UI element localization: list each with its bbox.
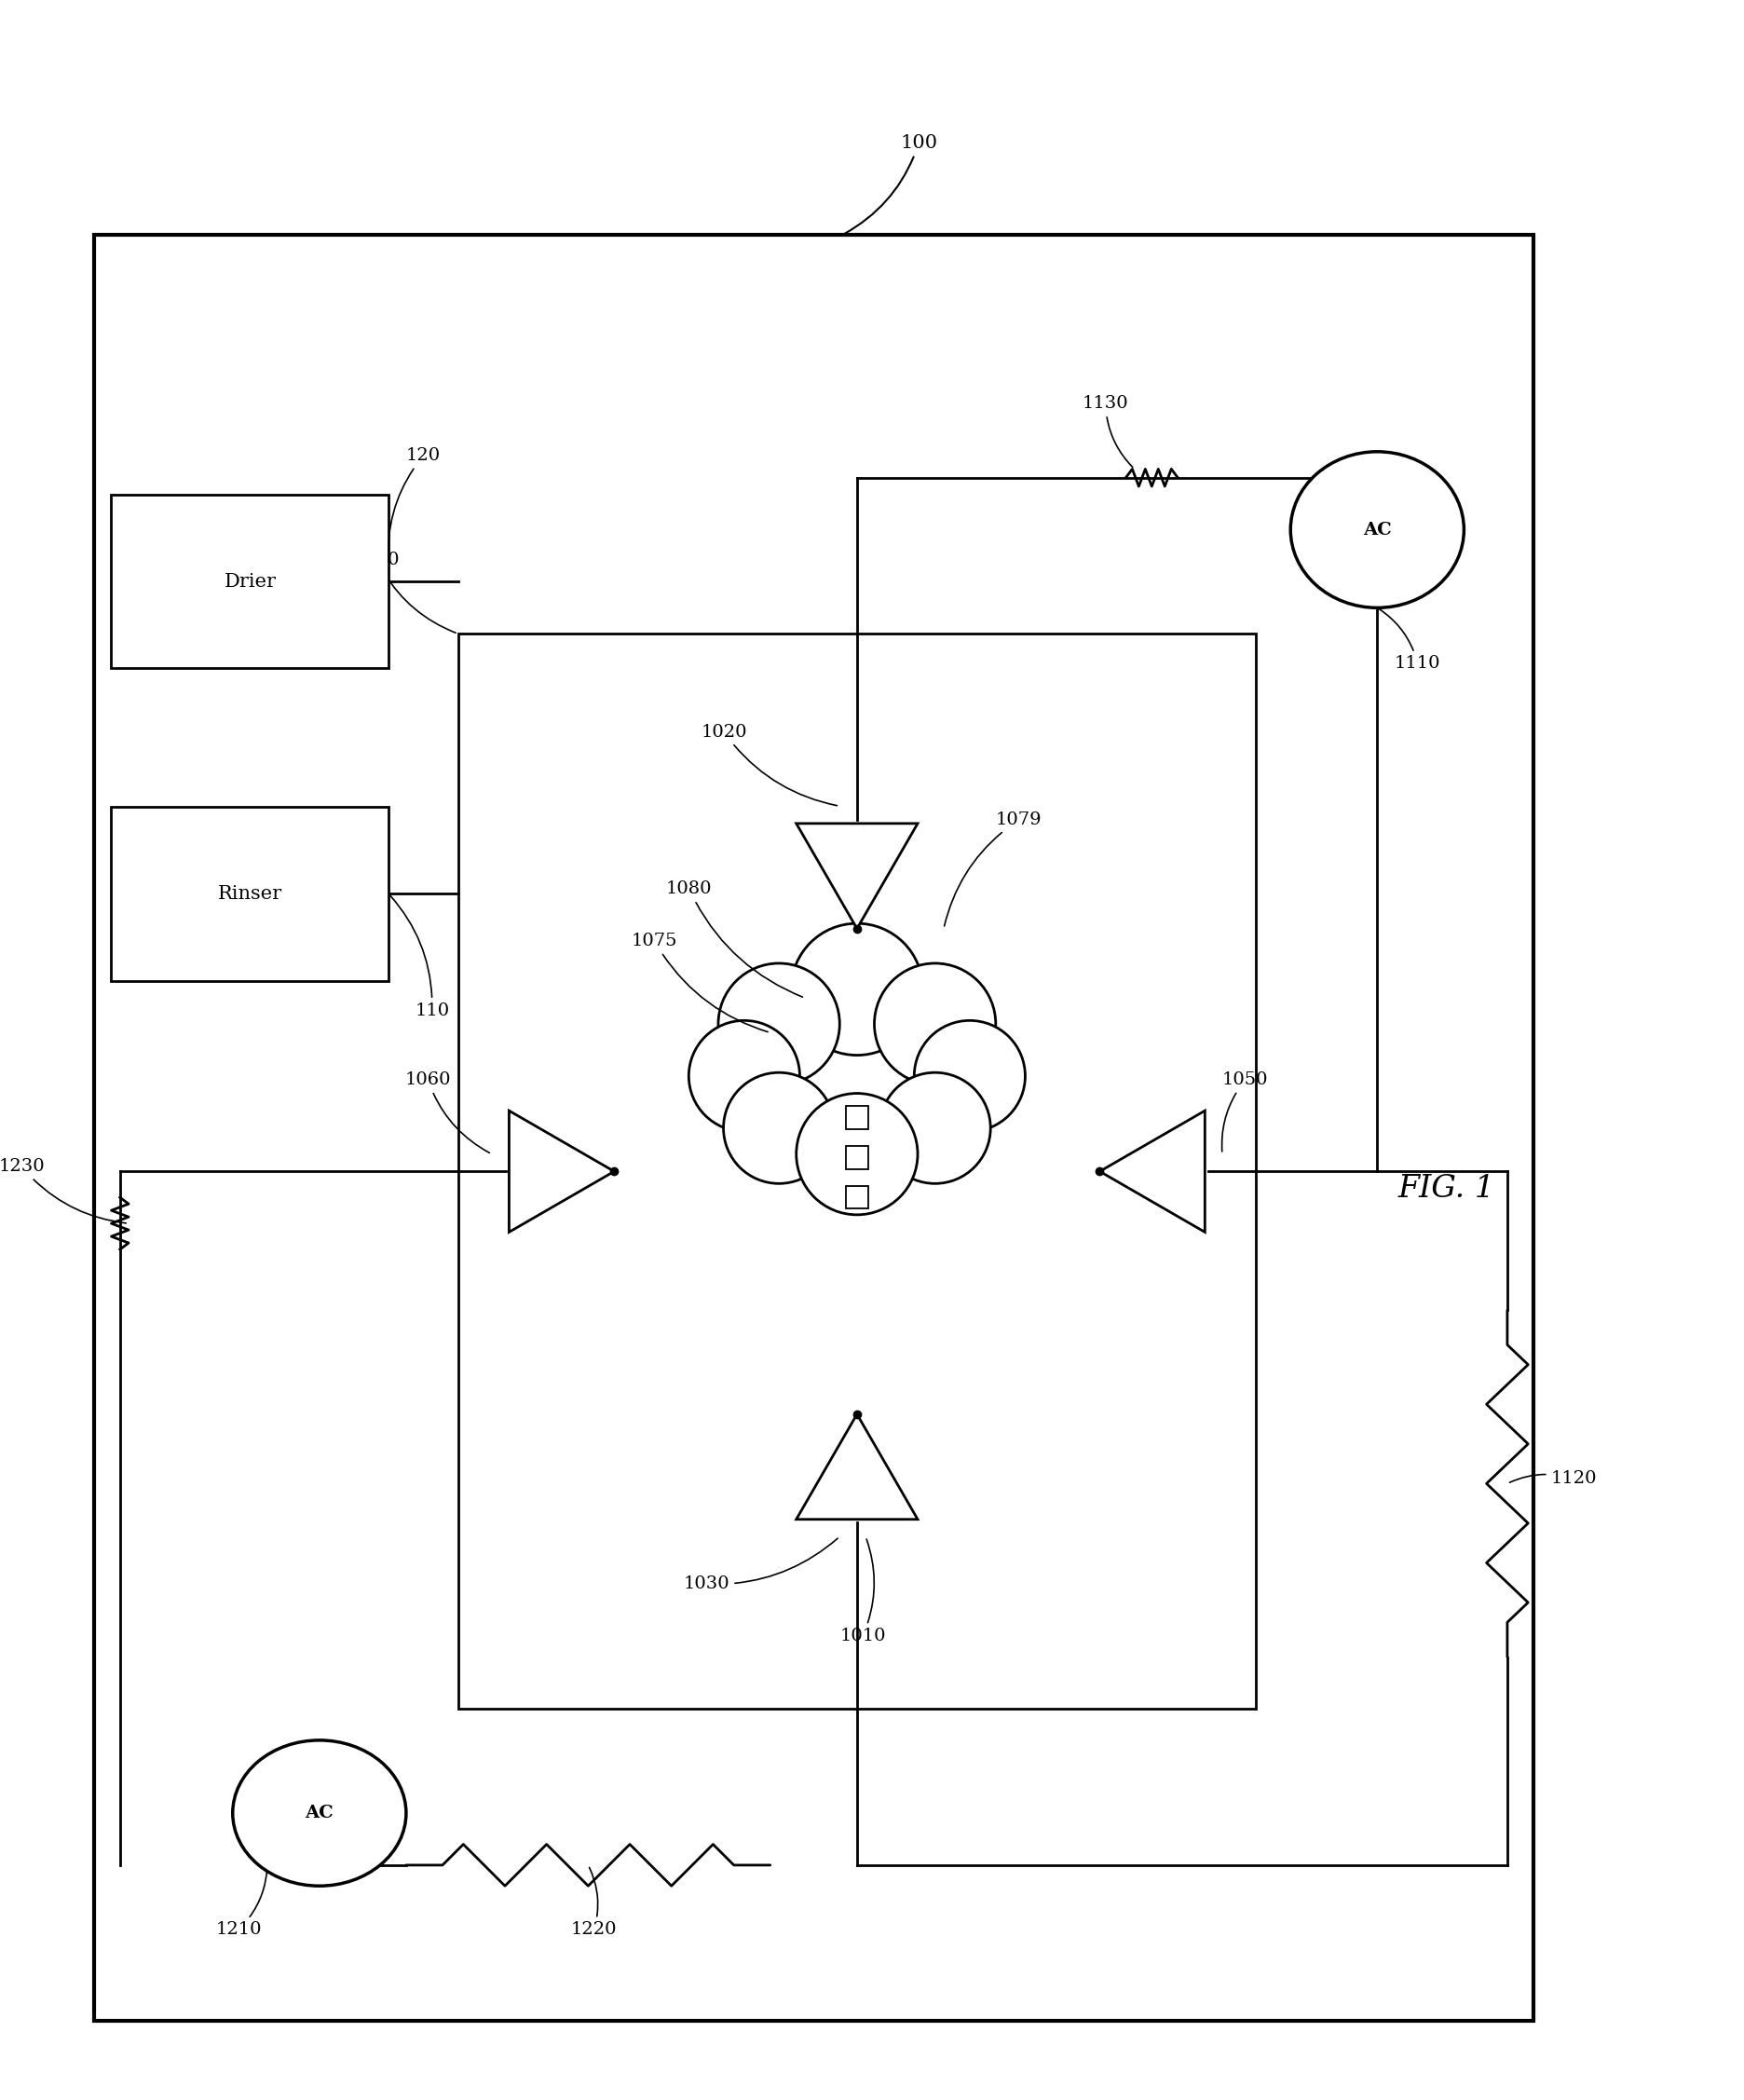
Text: 1080: 1080 <box>666 880 802 997</box>
Circle shape <box>792 924 923 1054</box>
Bar <box>846 1186 869 1210</box>
Text: 1075: 1075 <box>631 932 767 1031</box>
Circle shape <box>797 1094 917 1214</box>
Text: AC: AC <box>1362 521 1392 538</box>
Circle shape <box>689 1021 800 1132</box>
Text: 100: 100 <box>844 134 937 233</box>
Polygon shape <box>797 823 917 928</box>
Polygon shape <box>509 1111 614 1233</box>
Text: 1079: 1079 <box>944 811 1041 926</box>
Circle shape <box>874 964 996 1086</box>
Text: Rinser: Rinser <box>218 884 283 903</box>
Text: 110: 110 <box>391 897 450 1018</box>
Circle shape <box>914 1021 1025 1132</box>
Text: Drier: Drier <box>223 573 276 590</box>
Text: AC: AC <box>305 1804 333 1821</box>
Text: FIG. 1: FIG. 1 <box>1399 1174 1495 1203</box>
Bar <box>846 1147 869 1170</box>
Circle shape <box>724 1073 834 1184</box>
Ellipse shape <box>1291 452 1463 607</box>
Text: 1050: 1050 <box>1223 1071 1268 1151</box>
Circle shape <box>879 1073 991 1184</box>
Text: 1020: 1020 <box>701 724 837 806</box>
Polygon shape <box>1100 1111 1205 1233</box>
Text: 1110: 1110 <box>1380 609 1441 672</box>
Text: 1060: 1060 <box>405 1071 490 1153</box>
Text: 1230: 1230 <box>0 1159 126 1222</box>
Bar <box>94 235 1533 2020</box>
Bar <box>846 1107 869 1130</box>
Text: 120: 120 <box>389 447 441 563</box>
Text: 1210: 1210 <box>215 1867 267 1938</box>
Text: 1030: 1030 <box>684 1539 837 1592</box>
Circle shape <box>719 964 839 1086</box>
Polygon shape <box>797 1413 917 1518</box>
Ellipse shape <box>232 1741 406 1886</box>
Text: 1220: 1220 <box>570 1867 617 1938</box>
Text: 1010: 1010 <box>839 1539 886 1644</box>
Bar <box>112 806 389 981</box>
Bar <box>459 634 1256 1709</box>
Bar <box>112 496 389 668</box>
Text: 1130: 1130 <box>1083 395 1132 466</box>
Text: 1120: 1120 <box>1510 1470 1598 1487</box>
Text: 1000: 1000 <box>354 552 455 632</box>
